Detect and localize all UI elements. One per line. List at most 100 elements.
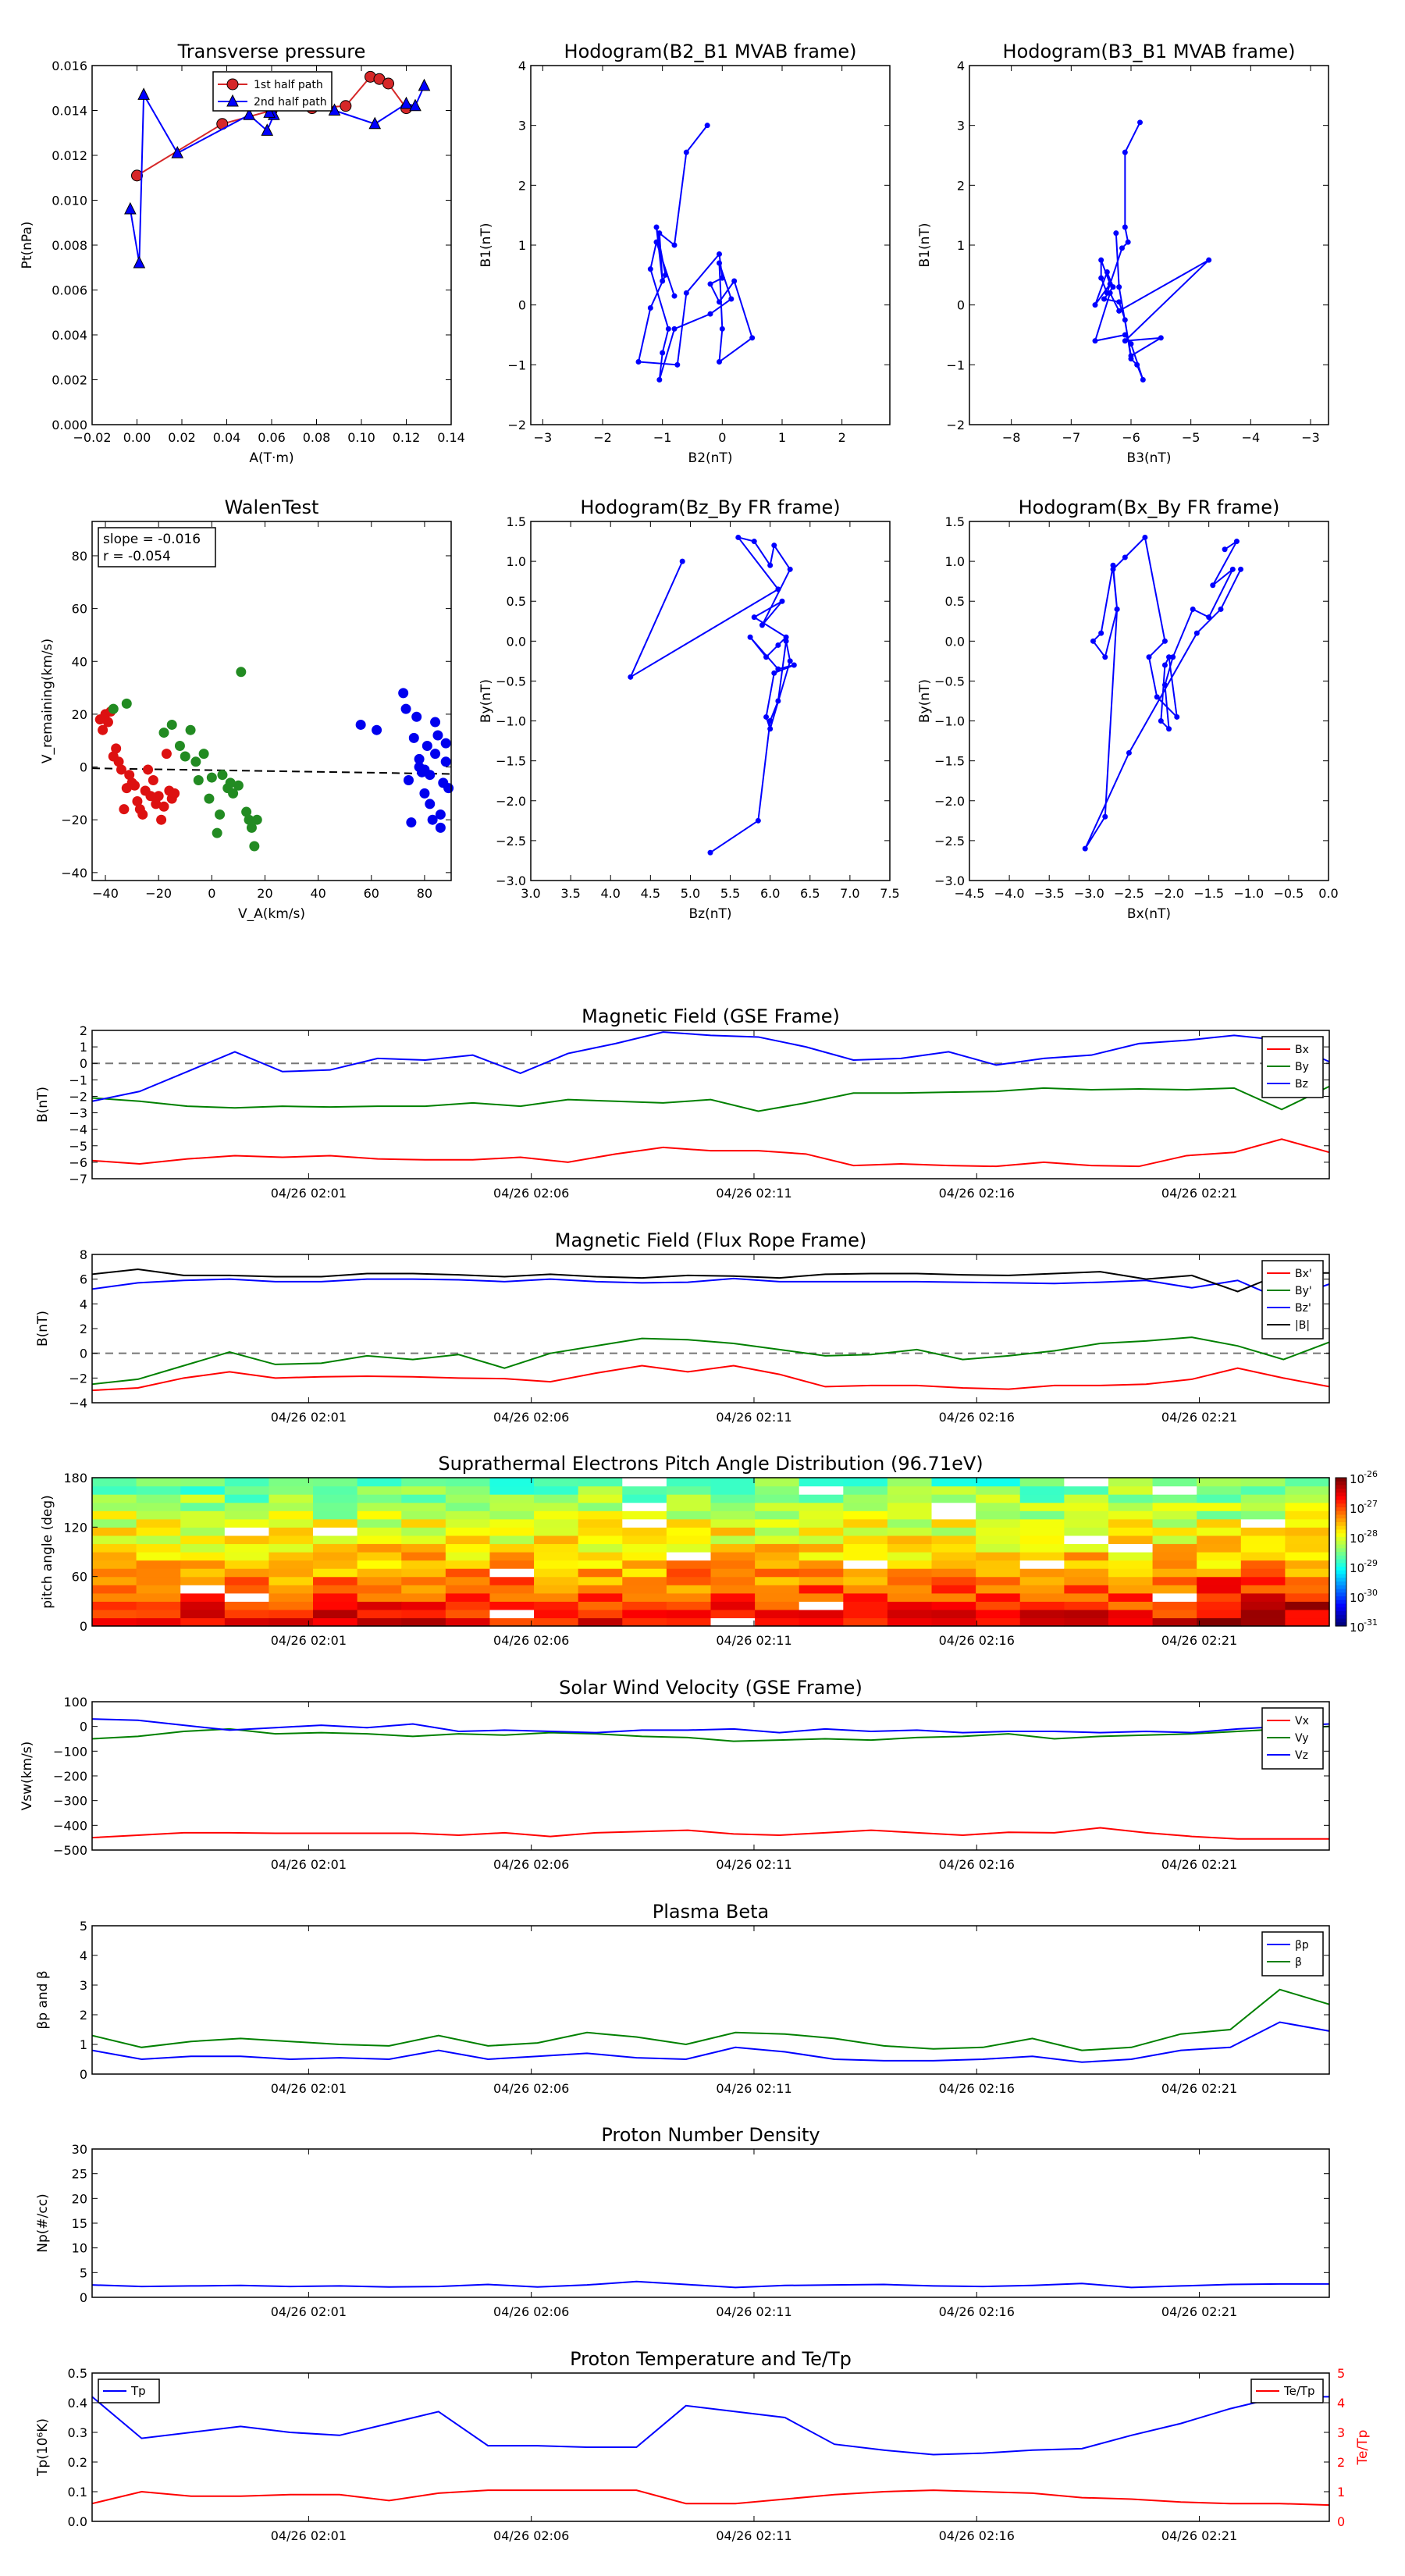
pad-cell <box>755 1543 800 1553</box>
hod1-point <box>717 299 722 305</box>
pad-cell <box>1019 1568 1065 1578</box>
pad-cell <box>578 1576 623 1585</box>
pad-cell <box>92 1560 137 1569</box>
pad-cell <box>269 1576 314 1585</box>
pad-cell <box>1064 1485 1109 1495</box>
pad-cell <box>799 1585 844 1594</box>
pad-cell <box>136 1601 181 1610</box>
walen-point <box>440 756 451 767</box>
pad-cell <box>755 1478 800 1487</box>
pad-cell <box>313 1560 358 1569</box>
pad-cell <box>710 1502 756 1511</box>
hod2-ytick-label: 3 <box>957 119 965 133</box>
pad-cell <box>1285 1609 1330 1619</box>
np-ytick-label: 30 <box>72 2142 87 2157</box>
pad-cell <box>1197 1568 1242 1578</box>
hodfr1-point <box>771 543 777 549</box>
hod1-xtick-label: −2 <box>593 430 612 445</box>
pad-cell <box>1197 1518 1242 1528</box>
pad-cell <box>180 1601 226 1610</box>
hodfr1-point <box>747 634 753 640</box>
hodfr2-axes-frame <box>969 521 1329 881</box>
pad-cell <box>1152 1485 1197 1495</box>
hodfr2-ytick-label: −3.0 <box>934 873 965 888</box>
hod1-xlabel: B2(nT) <box>688 450 733 466</box>
walen-point <box>355 719 366 730</box>
hodfr2-point <box>1110 562 1116 568</box>
pad-cell <box>622 1485 667 1495</box>
walen-point <box>102 717 113 728</box>
pad-cell <box>401 1494 446 1503</box>
pad-cell <box>224 1585 270 1594</box>
pad-cell <box>931 1552 976 1561</box>
hod1-ytick-label: 0 <box>518 298 526 313</box>
hodfr2-ylabel: By(nT) <box>917 679 933 723</box>
hodfr1-point <box>771 670 777 676</box>
pad-colorbar-step <box>1336 1622 1346 1627</box>
hodfr1-point <box>787 658 793 664</box>
pad-cell <box>180 1502 226 1511</box>
pad-colorbar-step <box>1336 1514 1346 1519</box>
pad-cell <box>313 1568 358 1578</box>
pad-cell <box>1240 1527 1286 1536</box>
hodfr2-xtick-label: −0.5 <box>1273 886 1304 901</box>
pad-cell <box>180 1617 226 1627</box>
walen-point <box>398 688 409 699</box>
pad-colorbar-step <box>1336 1567 1346 1571</box>
mag_gse-ytick-label: −5 <box>69 1139 87 1154</box>
sw-legend-label: Vy <box>1295 1732 1309 1745</box>
pad-cell <box>666 1609 712 1619</box>
hod2-ylabel: B1(nT) <box>917 223 933 268</box>
mag_fr-ytick-label: 0 <box>80 1347 87 1361</box>
pad-cell <box>401 1568 446 1578</box>
pad-cell <box>1064 1552 1109 1561</box>
pad-cell <box>269 1601 314 1610</box>
pad-cell <box>1152 1502 1197 1511</box>
pad-cell <box>313 1617 358 1627</box>
hodfr2-point <box>1158 718 1164 724</box>
sw-series-Vy <box>91 1725 1330 1742</box>
pad-cell <box>578 1502 623 1511</box>
pad-cell <box>666 1552 712 1561</box>
pad-cell <box>489 1568 535 1578</box>
pad-cell <box>357 1585 402 1594</box>
pad-cell <box>313 1535 358 1545</box>
pad-cell <box>1019 1601 1065 1610</box>
pad-cell <box>976 1543 1021 1553</box>
pad-colorbar-step <box>1336 1540 1346 1546</box>
hodfr2-point <box>1170 654 1176 660</box>
mag_gse-ytick-label: 2 <box>80 1023 87 1038</box>
pad-cell <box>755 1552 800 1561</box>
pad-cell <box>445 1585 491 1594</box>
pad-cell <box>843 1585 888 1594</box>
pad-cell <box>269 1585 314 1594</box>
pad-cell <box>666 1543 712 1553</box>
tp2-y2tick-label: 2 <box>1337 2455 1345 2470</box>
mag_fr-panel: Magnetic Field (Flux Rope Frame) 04/26 02… <box>35 1229 1330 1425</box>
pad-cell <box>755 1617 800 1627</box>
pad-cell <box>1285 1543 1330 1553</box>
mag_gse-legend-label: By <box>1295 1061 1309 1073</box>
pad-cell <box>799 1609 844 1619</box>
pad-cell <box>710 1560 756 1569</box>
pad-cell <box>799 1552 844 1561</box>
pad-cell <box>224 1576 270 1585</box>
pad-cell <box>1064 1527 1109 1536</box>
walen-point <box>251 814 262 825</box>
pad-cell <box>1064 1478 1109 1487</box>
pad-cell <box>799 1560 844 1569</box>
pad-cell <box>357 1609 402 1619</box>
pad-cell <box>401 1617 446 1627</box>
hodfr1-point <box>707 849 713 856</box>
pad-cell <box>578 1478 623 1487</box>
hodfr2-point <box>1098 630 1104 636</box>
hodfr2-point <box>1102 654 1108 660</box>
pad-cell <box>357 1543 402 1553</box>
pad-cell <box>843 1560 888 1569</box>
pad-cell <box>180 1560 226 1569</box>
tp-xlabel: A(T·m) <box>249 450 293 466</box>
walen-axes-frame <box>91 521 452 881</box>
pad-cell <box>1197 1552 1242 1561</box>
beta-legend-box <box>1261 1931 1324 1976</box>
pad-cell <box>755 1576 800 1585</box>
